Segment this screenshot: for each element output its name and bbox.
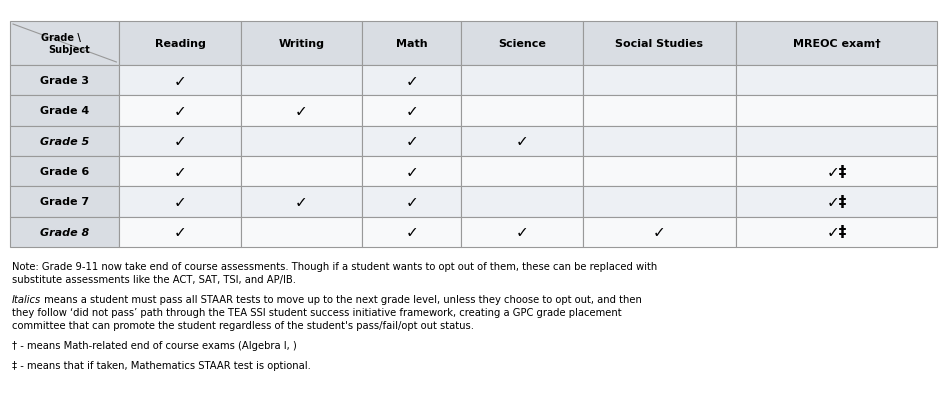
- Text: Grade 6: Grade 6: [40, 167, 89, 177]
- Text: ✓: ✓: [405, 164, 419, 179]
- Bar: [241, 187, 363, 217]
- Text: ✓: ✓: [405, 194, 419, 209]
- Text: means a student must pass all STAAR tests to move up to the next grade level, un: means a student must pass all STAAR test…: [41, 294, 641, 304]
- Bar: [119, 157, 241, 187]
- Bar: [363, 66, 461, 96]
- Text: ✓: ✓: [173, 73, 187, 89]
- Text: Italics: Italics: [12, 294, 42, 304]
- Bar: [363, 96, 461, 126]
- Text: ✓: ✓: [295, 194, 308, 209]
- Text: ‡ - means that if taken, Mathematics STAAR test is optional.: ‡ - means that if taken, Mathematics STA…: [12, 360, 311, 370]
- Bar: [583, 126, 736, 157]
- Text: Social Studies: Social Studies: [616, 39, 704, 49]
- Bar: [736, 66, 937, 96]
- Text: ✓: ✓: [173, 164, 187, 179]
- Text: † - means Math-related end of course exams (Algebra I, ): † - means Math-related end of course exa…: [12, 340, 296, 350]
- Bar: [241, 96, 363, 126]
- Text: committee that can promote the student regardless of the student's pass/fail/opt: committee that can promote the student r…: [12, 320, 474, 330]
- Bar: [583, 22, 736, 66]
- Bar: [363, 187, 461, 217]
- Bar: [119, 96, 241, 126]
- Bar: [461, 126, 583, 157]
- Text: ✓: ✓: [405, 73, 419, 89]
- Bar: [583, 66, 736, 96]
- Text: Grade 7: Grade 7: [40, 197, 89, 207]
- Bar: [10, 126, 119, 157]
- Text: ✓: ✓: [653, 225, 666, 240]
- Text: ✓: ✓: [405, 104, 419, 119]
- Bar: [736, 157, 937, 187]
- Bar: [363, 217, 461, 247]
- Text: Subject: Subject: [47, 45, 90, 55]
- Bar: [583, 157, 736, 187]
- Text: ✓‡: ✓‡: [826, 164, 847, 179]
- Bar: [583, 96, 736, 126]
- Text: ✓‡: ✓‡: [826, 225, 847, 240]
- Bar: [241, 217, 363, 247]
- Bar: [736, 22, 937, 66]
- Bar: [736, 187, 937, 217]
- Bar: [241, 157, 363, 187]
- Text: Reading: Reading: [154, 39, 205, 49]
- Text: ✓: ✓: [405, 134, 419, 149]
- Text: substitute assessments like the ACT, SAT, TSI, and AP/IB.: substitute assessments like the ACT, SAT…: [12, 274, 296, 284]
- Bar: [736, 96, 937, 126]
- Bar: [119, 22, 241, 66]
- Bar: [583, 217, 736, 247]
- Text: ✓: ✓: [516, 134, 528, 149]
- Text: ✓: ✓: [405, 225, 419, 240]
- Bar: [461, 22, 583, 66]
- Text: ✓: ✓: [295, 104, 308, 119]
- Text: Grade 8: Grade 8: [40, 227, 89, 237]
- Bar: [241, 126, 363, 157]
- Bar: [363, 22, 461, 66]
- Text: Writing: Writing: [278, 39, 325, 49]
- Text: Science: Science: [498, 39, 546, 49]
- Bar: [119, 187, 241, 217]
- Bar: [363, 126, 461, 157]
- Bar: [119, 66, 241, 96]
- Bar: [10, 22, 119, 66]
- Bar: [461, 66, 583, 96]
- Bar: [10, 187, 119, 217]
- Bar: [10, 157, 119, 187]
- Text: they follow ‘did not pass’ path through the TEA SSI student success initiative f: they follow ‘did not pass’ path through …: [12, 307, 621, 317]
- Bar: [736, 217, 937, 247]
- Bar: [461, 187, 583, 217]
- Text: ✓: ✓: [516, 225, 528, 240]
- Bar: [10, 217, 119, 247]
- Text: MREOC exam†: MREOC exam†: [793, 39, 881, 49]
- Text: ✓: ✓: [173, 194, 187, 209]
- Bar: [461, 96, 583, 126]
- Text: Grade 5: Grade 5: [40, 136, 89, 146]
- Bar: [241, 66, 363, 96]
- Bar: [461, 157, 583, 187]
- Text: Grade 4: Grade 4: [40, 106, 89, 116]
- Text: Grade 3: Grade 3: [40, 76, 89, 86]
- Bar: [461, 217, 583, 247]
- Text: ✓‡: ✓‡: [826, 194, 847, 209]
- Text: Math: Math: [396, 39, 428, 49]
- Text: ✓: ✓: [173, 104, 187, 119]
- Text: Note: Grade 9-11 now take end of course assessments. Though if a student wants t: Note: Grade 9-11 now take end of course …: [12, 261, 657, 271]
- Bar: [119, 126, 241, 157]
- Text: Grade \: Grade \: [41, 33, 80, 43]
- Bar: [10, 66, 119, 96]
- Bar: [736, 126, 937, 157]
- Text: ✓: ✓: [173, 225, 187, 240]
- Text: ✓: ✓: [173, 134, 187, 149]
- Bar: [583, 187, 736, 217]
- Bar: [363, 157, 461, 187]
- Bar: [10, 96, 119, 126]
- Bar: [241, 22, 363, 66]
- Bar: [119, 217, 241, 247]
